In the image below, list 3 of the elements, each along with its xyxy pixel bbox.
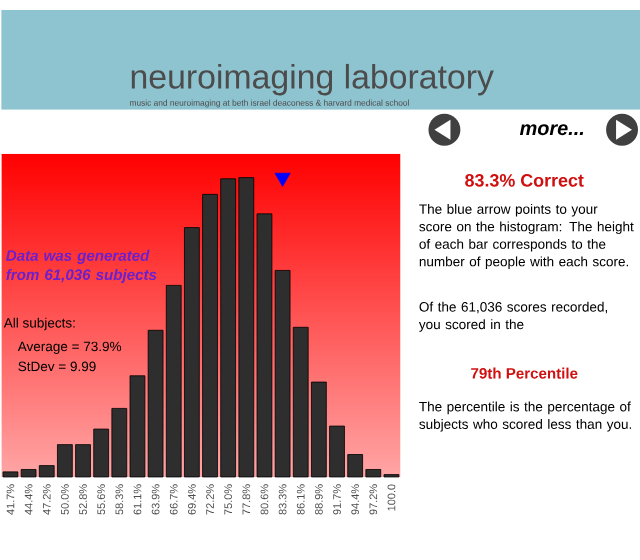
text: 83.3% Correct: [465, 173, 584, 187]
chart-title: neuroimaging laboratory: [131, 63, 494, 96]
text: more...: [519, 123, 584, 135]
